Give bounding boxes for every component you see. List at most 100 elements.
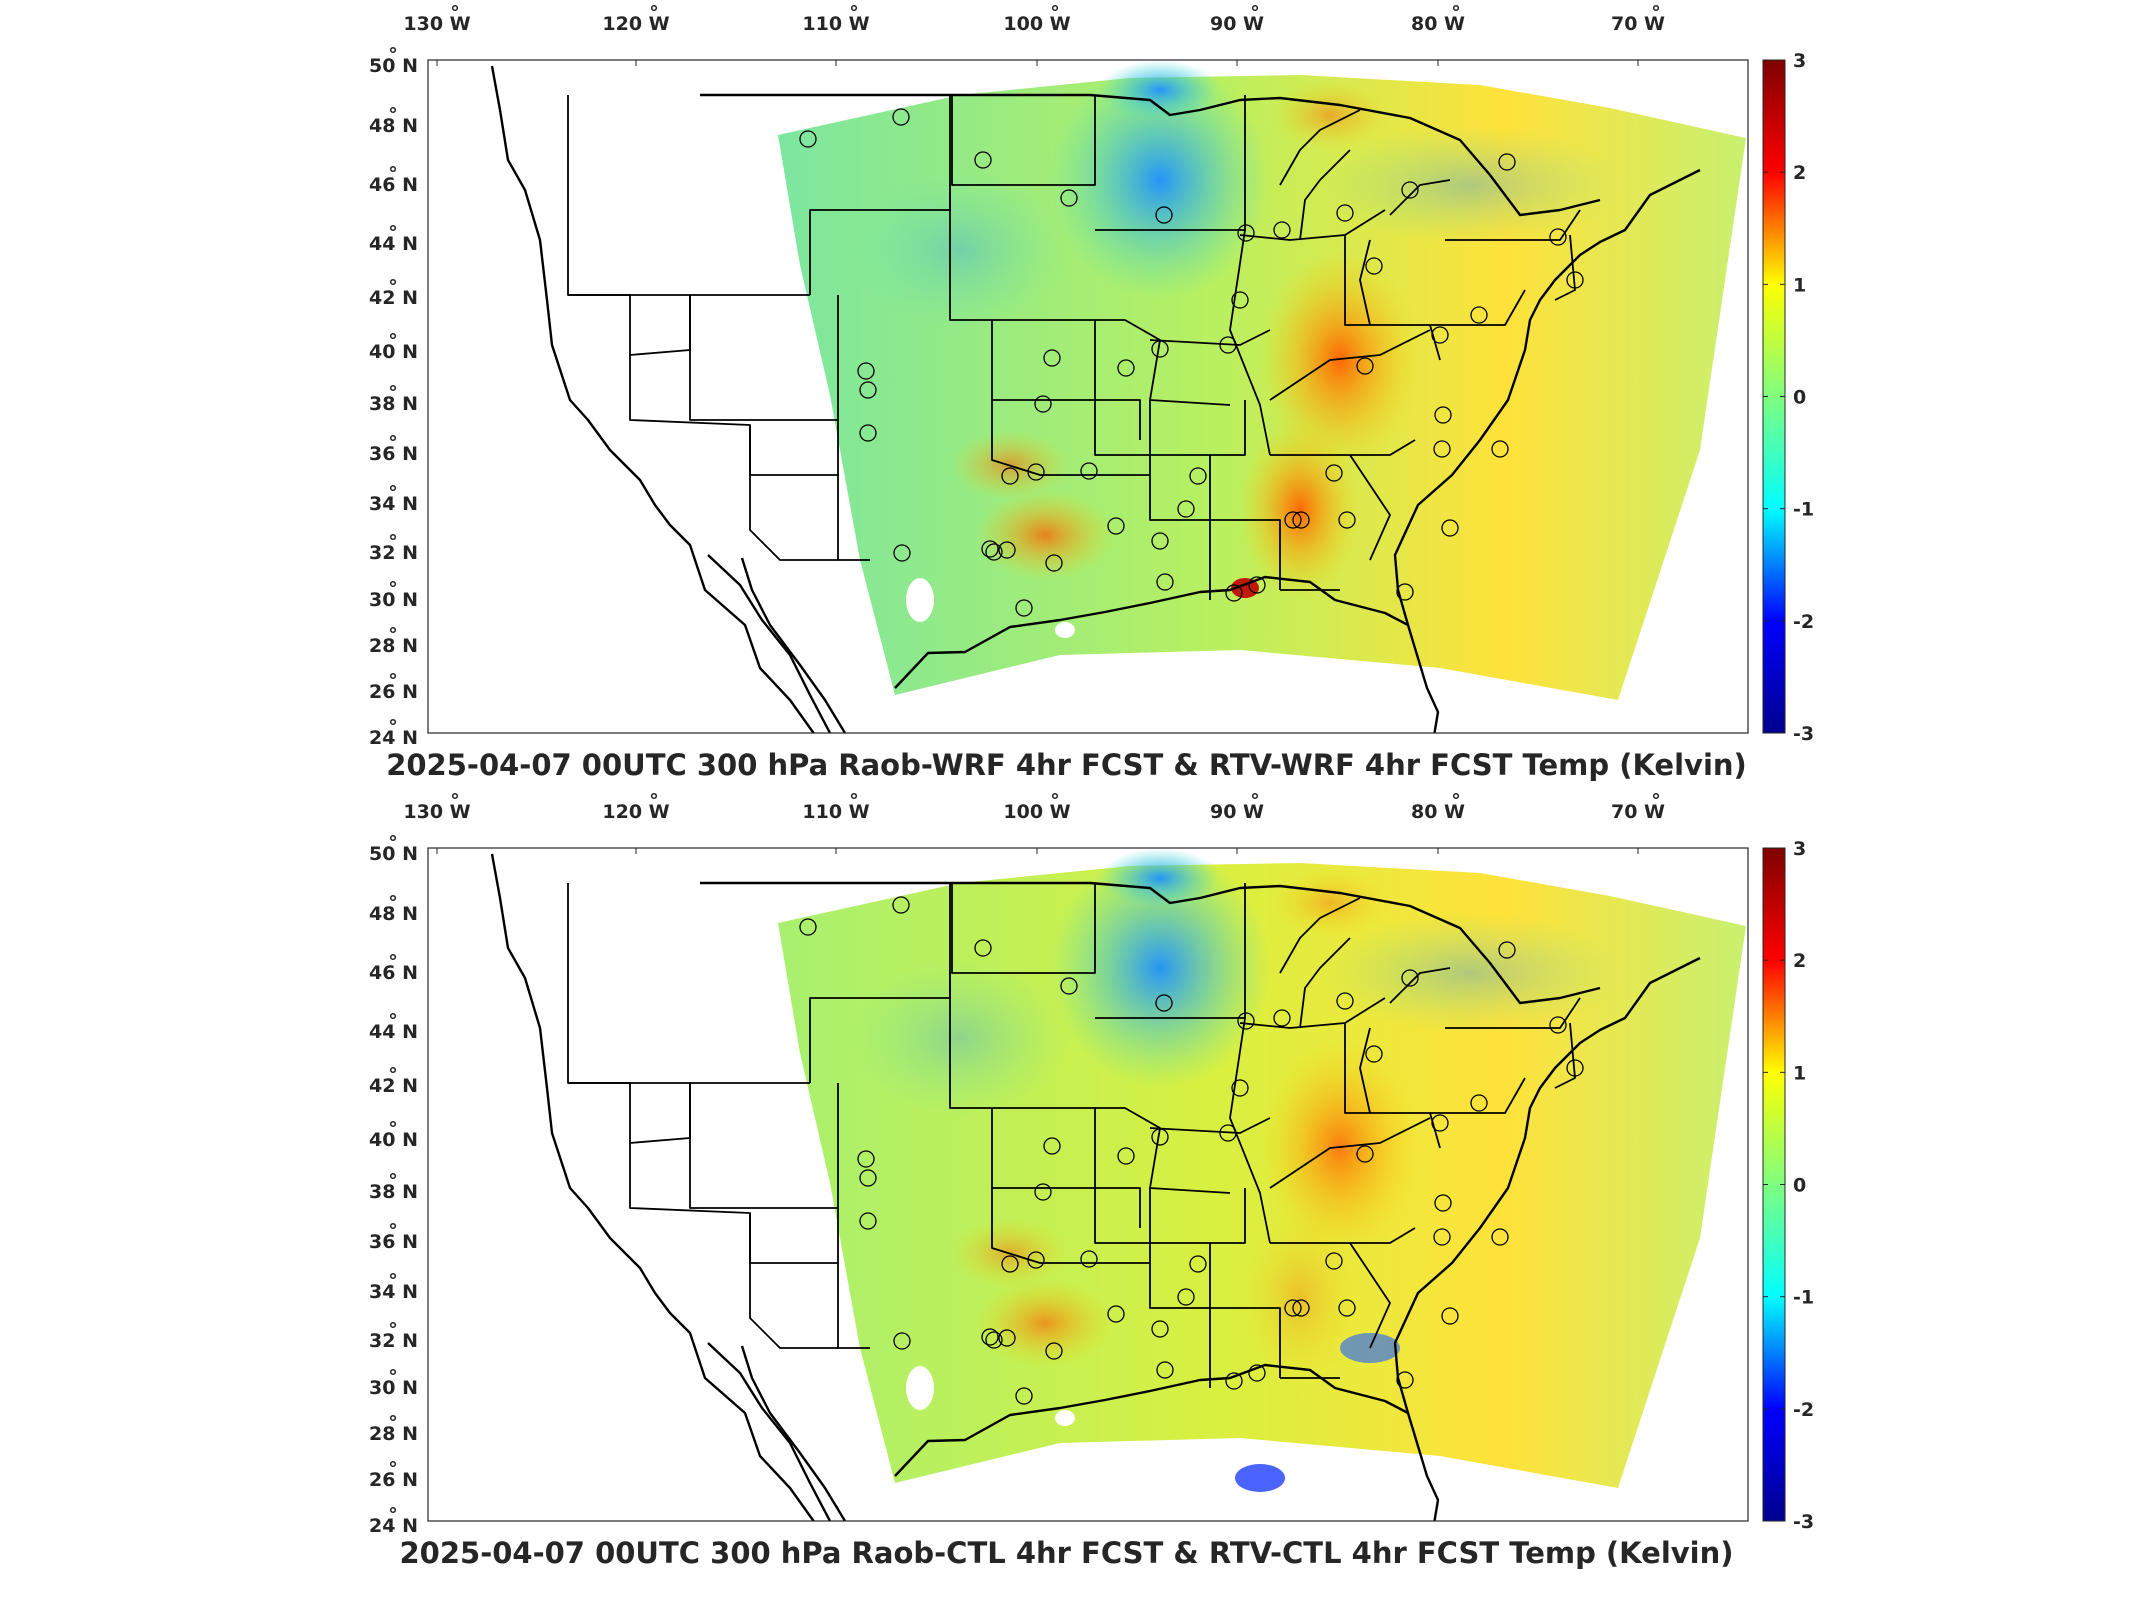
top-colorbar-label: -3	[1793, 723, 1814, 745]
bottom-station-marker	[1001, 1255, 1019, 1273]
bottom-lat-tick-label: 30 N	[369, 1377, 418, 1399]
top-lon-tick-label: 70 W	[1611, 13, 1665, 35]
bottom-degree-symbol: °	[1651, 790, 1661, 812]
bottom-station-marker	[1325, 1252, 1343, 1270]
bottom-degree-symbol: °	[388, 892, 398, 914]
top-state-border	[1344, 235, 1441, 361]
bottom-station-marker	[1231, 1079, 1249, 1097]
bottom-station-marker	[1292, 1299, 1310, 1317]
top-cold-anomaly-north	[1050, 60, 1270, 300]
bottom-station-marker	[799, 918, 817, 936]
top-colorbar-label: 1	[1793, 274, 1806, 296]
top-station-marker	[1549, 228, 1567, 246]
bottom-state-border	[1359, 1027, 1371, 1114]
bottom-state-border	[837, 1208, 870, 1349]
bottom-colorbar-label: -2	[1793, 1399, 1814, 1421]
bottom-cold-anomaly-border	[1100, 848, 1220, 908]
bottom-station-marker	[998, 1329, 1016, 1347]
bottom-lat-tick-label: 48 N	[369, 903, 418, 925]
bottom-lon-tick-label: 90 W	[1210, 801, 1264, 823]
top-warm-anomaly-alabama	[1240, 420, 1360, 600]
bottom-missing-data	[1055, 1410, 1075, 1426]
bottom-lat-tick-label: 32 N	[369, 1330, 418, 1352]
bottom-state-border	[1210, 1307, 1281, 1378]
bottom-lon-tick-label: 100 W	[1003, 801, 1070, 823]
top-lat-tick-label: 38 N	[369, 393, 418, 415]
bottom-colorbar-label: 2	[1793, 950, 1806, 972]
bottom-station-marker	[1248, 1364, 1266, 1382]
bottom-station-marker	[1043, 1137, 1061, 1155]
bottom-lon-tick-label: 130 W	[403, 801, 470, 823]
top-station-marker	[859, 381, 877, 399]
bottom-station-marker	[1470, 1094, 1488, 1112]
bottom-colorbar-label: -1	[1793, 1287, 1814, 1309]
bottom-station-marker	[893, 1332, 911, 1350]
top-station-marker	[1396, 583, 1414, 601]
top-coastline	[740, 557, 847, 733]
bottom-lat-tick-label: 34 N	[369, 1281, 418, 1303]
top-state-border	[949, 185, 1095, 321]
bottom-state-border	[1279, 897, 1361, 974]
top-station-marker	[1177, 500, 1195, 518]
top-station-marker	[1431, 326, 1449, 344]
top-state-border	[1269, 329, 1431, 401]
bottom-state-border	[991, 1108, 1141, 1228]
top-lat-tick-label: 28 N	[369, 635, 418, 657]
bottom-lat-tick-label: 36 N	[369, 1231, 418, 1253]
top-station-marker	[1434, 406, 1452, 424]
bottom-degree-symbol: °	[388, 1170, 398, 1192]
top-station-marker	[1401, 181, 1419, 199]
top-state-border	[1229, 229, 1271, 456]
bottom-state-border	[689, 1083, 839, 1209]
top-station-marker	[998, 541, 1016, 559]
bottom-cold-anomaly-delta	[1235, 1464, 1285, 1492]
bottom-map-figure: 130 W° 120 W° 110 W° 100 W° 90 W° 80 W° 70 W°5…	[369, 790, 1814, 1537]
top-degree-symbol: °	[388, 482, 398, 504]
bottom-degree-symbol: °	[388, 1504, 398, 1526]
top-coastline	[894, 575, 1440, 733]
bottom-station-marker	[1549, 1016, 1567, 1034]
bottom-station-marker	[1284, 1299, 1302, 1317]
top-degree-symbol: °	[1050, 2, 1060, 24]
top-lat-tick-label: 26 N	[369, 681, 418, 703]
top-station-marker	[1231, 291, 1249, 309]
top-lat-tick-label: 46 N	[369, 174, 418, 196]
top-degree-symbol: °	[388, 670, 398, 692]
bottom-lat-tick-label: 50 N	[369, 843, 418, 865]
bottom-state-border	[1430, 1077, 1526, 1114]
bottom-warm-anomaly-alabama	[1240, 1208, 1360, 1388]
bottom-lat-tick-label: 44 N	[369, 1021, 418, 1043]
top-degree-symbol: °	[649, 2, 659, 24]
top-station-marker	[893, 544, 911, 562]
top-station-marker	[1151, 340, 1169, 358]
bottom-state-border	[809, 883, 951, 1083]
bottom-station-marker	[892, 896, 910, 914]
bottom-station-marker	[1045, 1342, 1063, 1360]
top-station-marker	[1441, 519, 1459, 537]
top-degree-symbol: °	[450, 2, 460, 24]
top-state-border	[951, 95, 1096, 186]
top-map-title: 2025-04-07 00UTC 300 hPa Raob-WRF 4hr FC…	[386, 748, 1747, 782]
top-lat-tick-label: 30 N	[369, 589, 418, 611]
bottom-state-border	[749, 1213, 838, 1349]
bottom-station-marker	[859, 1169, 877, 1187]
bottom-state-border	[1239, 997, 1386, 1029]
top-state-border	[809, 95, 951, 295]
top-state-border	[1430, 289, 1526, 326]
top-station-marker	[799, 130, 817, 148]
bottom-station-marker	[1155, 994, 1173, 1012]
top-colorbar-label: -2	[1793, 611, 1814, 633]
top-state-border	[1149, 455, 1210, 521]
bottom-state-border	[1389, 967, 1451, 1004]
top-station-marker	[1117, 359, 1135, 377]
top-station-marker	[1060, 189, 1078, 207]
bottom-degree-symbol: °	[388, 1220, 398, 1242]
top-station-marker	[892, 108, 910, 126]
top-station-marker	[859, 424, 877, 442]
top-axes-frame	[427, 59, 1749, 734]
bottom-station-marker	[1441, 1307, 1459, 1325]
top-degree-symbol: °	[1250, 2, 1260, 24]
bottom-lon-tick-label: 120 W	[602, 801, 669, 823]
bottom-colorbar-label: 0	[1793, 1175, 1806, 1197]
top-station-marker	[1284, 511, 1302, 529]
